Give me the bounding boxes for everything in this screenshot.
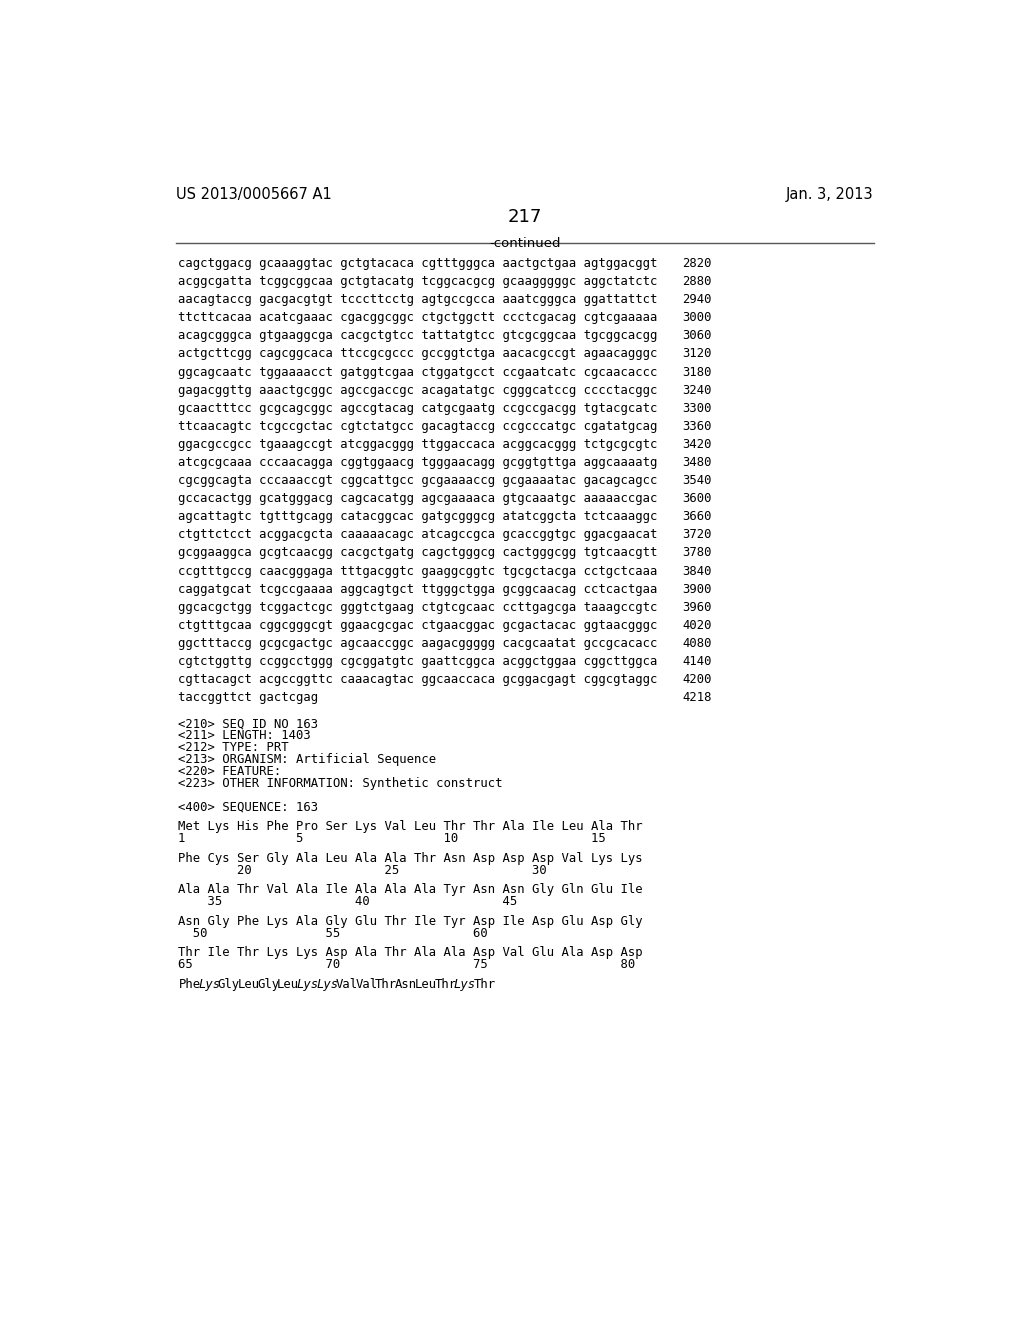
Text: <213> ORGANISM: Artificial Sequence: <213> ORGANISM: Artificial Sequence (178, 752, 436, 766)
Text: cgcggcagta cccaaaccgt cggcattgcc gcgaaaaccg gcgaaaatac gacagcagcc: cgcggcagta cccaaaccgt cggcattgcc gcgaaaa… (178, 474, 657, 487)
Text: Gly: Gly (257, 978, 280, 991)
Text: 4140: 4140 (682, 655, 712, 668)
Text: 4020: 4020 (682, 619, 712, 632)
Text: 2820: 2820 (682, 257, 712, 271)
Text: 3420: 3420 (682, 438, 712, 451)
Text: 3780: 3780 (682, 546, 712, 560)
Text: 35                  40                  45: 35 40 45 (178, 895, 517, 908)
Text: Asn Gly Phe Lys Ala Gly Glu Thr Ile Tyr Asp Ile Asp Glu Asp Gly: Asn Gly Phe Lys Ala Gly Glu Thr Ile Tyr … (178, 915, 643, 928)
Text: 4200: 4200 (682, 673, 712, 686)
Text: 3060: 3060 (682, 330, 712, 342)
Text: 20                  25                  30: 20 25 30 (178, 863, 547, 876)
Text: 3660: 3660 (682, 511, 712, 523)
Text: 3000: 3000 (682, 312, 712, 325)
Text: Ala Ala Thr Val Ala Ile Ala Ala Ala Tyr Asn Asn Gly Gln Glu Ile: Ala Ala Thr Val Ala Ile Ala Ala Ala Tyr … (178, 883, 643, 896)
Text: Leu: Leu (415, 978, 436, 991)
Text: 217: 217 (508, 209, 542, 227)
Text: Val: Val (336, 978, 358, 991)
Text: Lys: Lys (198, 978, 220, 991)
Text: 3180: 3180 (682, 366, 712, 379)
Text: Gly: Gly (218, 978, 240, 991)
Text: 4080: 4080 (682, 638, 712, 649)
Text: 1               5                   10                  15: 1 5 10 15 (178, 832, 606, 845)
Text: cgtctggttg ccggcctggg cgcggatgtc gaattcggca acggctggaa cggcttggca: cgtctggttg ccggcctggg cgcggatgtc gaattcg… (178, 655, 657, 668)
Text: 3720: 3720 (682, 528, 712, 541)
Text: 3480: 3480 (682, 455, 712, 469)
Text: agcattagtc tgtttgcagg catacggcac gatgcgggcg atatcggcta tctcaaaggc: agcattagtc tgtttgcagg catacggcac gatgcgg… (178, 511, 657, 523)
Text: ttcttcacaa acatcgaaac cgacggcggc ctgctggctt ccctcgacag cgtcgaaaaa: ttcttcacaa acatcgaaac cgacggcggc ctgctgg… (178, 312, 657, 325)
Text: ggcacgctgg tcggactcgc gggtctgaag ctgtcgcaac ccttgagcga taaagccgtc: ggcacgctgg tcggactcgc gggtctgaag ctgtcgc… (178, 601, 657, 614)
Text: atcgcgcaaa cccaacagga cggtggaacg tgggaacagg gcggtgttga aggcaaaatg: atcgcgcaaa cccaacagga cggtggaacg tgggaac… (178, 455, 657, 469)
Text: Lys: Lys (297, 978, 318, 991)
Text: <220> FEATURE:: <220> FEATURE: (178, 764, 282, 777)
Text: ctgtttgcaa cggcgggcgt ggaacgcgac ctgaacggac gcgactacac ggtaacgggc: ctgtttgcaa cggcgggcgt ggaacgcgac ctgaacg… (178, 619, 657, 632)
Text: 3120: 3120 (682, 347, 712, 360)
Text: aacagtaccg gacgacgtgt tcccttcctg agtgccgcca aaatcgggca ggattattct: aacagtaccg gacgacgtgt tcccttcctg agtgccg… (178, 293, 657, 306)
Text: caggatgcat tcgccgaaaa aggcagtgct ttgggctgga gcggcaacag cctcactgaa: caggatgcat tcgccgaaaa aggcagtgct ttgggct… (178, 582, 657, 595)
Text: Lys: Lys (316, 978, 338, 991)
Text: US 2013/0005667 A1: US 2013/0005667 A1 (176, 187, 332, 202)
Text: cgttacagct acgccggttc caaacagtac ggcaaccaca gcggacgagt cggcgtaggc: cgttacagct acgccggttc caaacagtac ggcaacc… (178, 673, 657, 686)
Text: Thr Ile Thr Lys Lys Asp Ala Thr Ala Ala Asp Val Glu Ala Asp Asp: Thr Ile Thr Lys Lys Asp Ala Thr Ala Ala … (178, 946, 643, 960)
Text: 50                55                  60: 50 55 60 (178, 927, 488, 940)
Text: ggcagcaatc tggaaaacct gatggtcgaa ctggatgcct ccgaatcatc cgcaacaccc: ggcagcaatc tggaaaacct gatggtcgaa ctggatg… (178, 366, 657, 379)
Text: Met Lys His Phe Pro Ser Lys Val Leu Thr Thr Ala Ile Leu Ala Thr: Met Lys His Phe Pro Ser Lys Val Leu Thr … (178, 820, 643, 833)
Text: 4218: 4218 (682, 692, 712, 705)
Text: taccggttct gactcgag: taccggttct gactcgag (178, 692, 318, 705)
Text: ggacgccgcc tgaaagccgt atcggacggg ttggaccaca acggcacggg tctgcgcgtc: ggacgccgcc tgaaagccgt atcggacggg ttggacc… (178, 438, 657, 451)
Text: actgcttcgg cagcggcaca ttccgcgccc gccggtctga aacacgccgt agaacagggc: actgcttcgg cagcggcaca ttccgcgccc gccggtc… (178, 347, 657, 360)
Text: 3960: 3960 (682, 601, 712, 614)
Text: gcggaaggca gcgtcaacgg cacgctgatg cagctgggcg cactgggcgg tgtcaacgtt: gcggaaggca gcgtcaacgg cacgctgatg cagctgg… (178, 546, 657, 560)
Text: <210> SEQ ID NO 163: <210> SEQ ID NO 163 (178, 717, 318, 730)
Text: Phe: Phe (178, 978, 201, 991)
Text: 3240: 3240 (682, 384, 712, 396)
Text: ttcaacagtc tcgccgctac cgtctatgcc gacagtaccg ccgcccatgc cgatatgcag: ttcaacagtc tcgccgctac cgtctatgcc gacagta… (178, 420, 657, 433)
Text: gagacggttg aaactgcggc agccgaccgc acagatatgc cgggcatccg cccctacggc: gagacggttg aaactgcggc agccgaccgc acagata… (178, 384, 657, 396)
Text: acggcgatta tcggcggcaa gctgtacatg tcggcacgcg gcaagggggc aggctatctc: acggcgatta tcggcggcaa gctgtacatg tcggcac… (178, 275, 657, 288)
Text: 2940: 2940 (682, 293, 712, 306)
Text: Leu: Leu (276, 978, 299, 991)
Text: <211> LENGTH: 1403: <211> LENGTH: 1403 (178, 729, 311, 742)
Text: -continued: -continued (489, 238, 560, 249)
Text: acagcgggca gtgaaggcga cacgctgtcc tattatgtcc gtcgcggcaa tgcggcacgg: acagcgggca gtgaaggcga cacgctgtcc tattatg… (178, 330, 657, 342)
Text: 3300: 3300 (682, 401, 712, 414)
Text: Lys: Lys (454, 978, 476, 991)
Text: Leu: Leu (238, 978, 259, 991)
Text: ctgttctcct acggacgcta caaaaacagc atcagccgca gcaccggtgc ggacgaacat: ctgttctcct acggacgcta caaaaacagc atcagcc… (178, 528, 657, 541)
Text: Val: Val (355, 978, 378, 991)
Text: Asn: Asn (395, 978, 417, 991)
Text: gccacactgg gcatgggacg cagcacatgg agcgaaaaca gtgcaaatgc aaaaaccgac: gccacactgg gcatgggacg cagcacatgg agcgaaa… (178, 492, 657, 506)
Text: 3600: 3600 (682, 492, 712, 506)
Text: 3360: 3360 (682, 420, 712, 433)
Text: Thr: Thr (375, 978, 397, 991)
Text: 3540: 3540 (682, 474, 712, 487)
Text: cagctggacg gcaaaggtac gctgtacaca cgtttgggca aactgctgaa agtggacggt: cagctggacg gcaaaggtac gctgtacaca cgtttgg… (178, 257, 657, 271)
Text: ggctttaccg gcgcgactgc agcaaccggc aagacggggg cacgcaatat gccgcacacc: ggctttaccg gcgcgactgc agcaaccggc aagacgg… (178, 638, 657, 649)
Text: 3840: 3840 (682, 565, 712, 578)
Text: 65                  70                  75                  80: 65 70 75 80 (178, 958, 636, 972)
Text: Thr: Thr (434, 978, 457, 991)
Text: Phe Cys Ser Gly Ala Leu Ala Ala Thr Asn Asp Asp Asp Val Lys Lys: Phe Cys Ser Gly Ala Leu Ala Ala Thr Asn … (178, 851, 643, 865)
Text: Thr: Thr (474, 978, 496, 991)
Text: <223> OTHER INFORMATION: Synthetic construct: <223> OTHER INFORMATION: Synthetic const… (178, 776, 503, 789)
Text: <212> TYPE: PRT: <212> TYPE: PRT (178, 741, 289, 754)
Text: <400> SEQUENCE: 163: <400> SEQUENCE: 163 (178, 800, 318, 813)
Text: 3900: 3900 (682, 582, 712, 595)
Text: Jan. 3, 2013: Jan. 3, 2013 (786, 187, 873, 202)
Text: 2880: 2880 (682, 275, 712, 288)
Text: gcaactttcc gcgcagcggc agccgtacag catgcgaatg ccgccgacgg tgtacgcatc: gcaactttcc gcgcagcggc agccgtacag catgcga… (178, 401, 657, 414)
Text: ccgtttgccg caacgggaga tttgacggtc gaaggcggtc tgcgctacga cctgctcaaa: ccgtttgccg caacgggaga tttgacggtc gaaggcg… (178, 565, 657, 578)
